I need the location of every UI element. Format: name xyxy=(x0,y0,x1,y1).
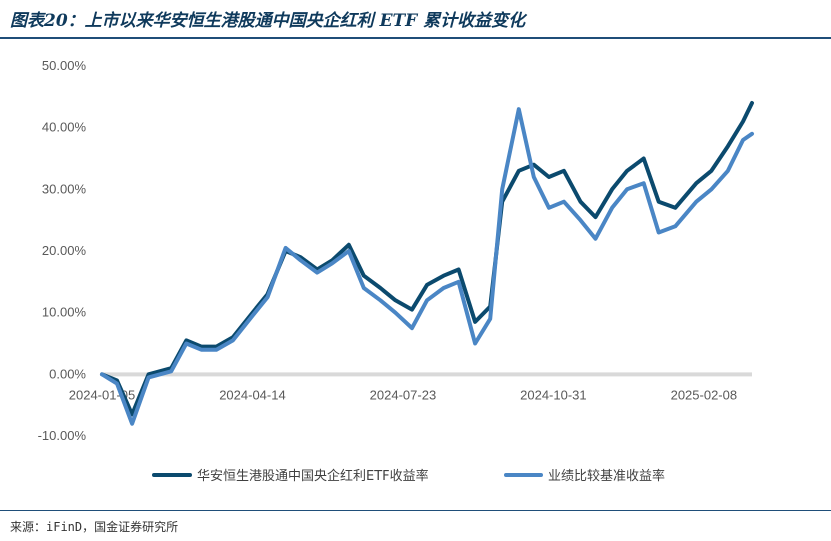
footer-rule xyxy=(0,510,831,511)
title-rule xyxy=(0,37,831,39)
source-note: 来源：iFinD，国金证券研究所 xyxy=(10,520,179,534)
legend-label: 华安恒生港股通中国央企红利ETF收益率 xyxy=(197,468,429,484)
legend: 华安恒生港股通中国央企红利ETF收益率 业绩比较基准收益率 xyxy=(152,468,665,484)
x-tick-label: 2024-07-23 xyxy=(370,387,437,402)
series-lines xyxy=(100,101,754,426)
x-tick-label: 2025-02-08 xyxy=(671,387,738,402)
legend-label: 业绩比较基准收益率 xyxy=(548,468,665,484)
y-tick-label: 10.00% xyxy=(42,305,87,320)
line-chart: -10.00% 0.00% 10.00% 20.00% 30.00% 40.00% 50.0… xyxy=(38,58,754,484)
series-line xyxy=(100,101,754,417)
y-tick-label: 40.00% xyxy=(42,120,87,135)
y-tick-label: 20.00% xyxy=(42,243,87,258)
series-line xyxy=(100,107,754,426)
y-axis: -10.00% 0.00% 10.00% 20.00% 30.00% 40.00% 50.0… xyxy=(38,58,87,443)
figure-title: 图表20：上市以来华安恒生港股通中国央企红利 ETF 累计收益变化 xyxy=(10,11,526,31)
y-tick-label: 0.00% xyxy=(49,366,86,381)
y-tick-label: 50.00% xyxy=(42,58,87,73)
x-axis: 2024-01-05 2024-04-14 2024-07-23 2024-10-31… xyxy=(69,387,737,402)
y-tick-label: -10.00% xyxy=(38,428,87,443)
x-tick-label: 2024-04-14 xyxy=(219,387,286,402)
y-tick-label: 30.00% xyxy=(42,181,87,196)
x-tick-label: 2024-10-31 xyxy=(520,387,587,402)
